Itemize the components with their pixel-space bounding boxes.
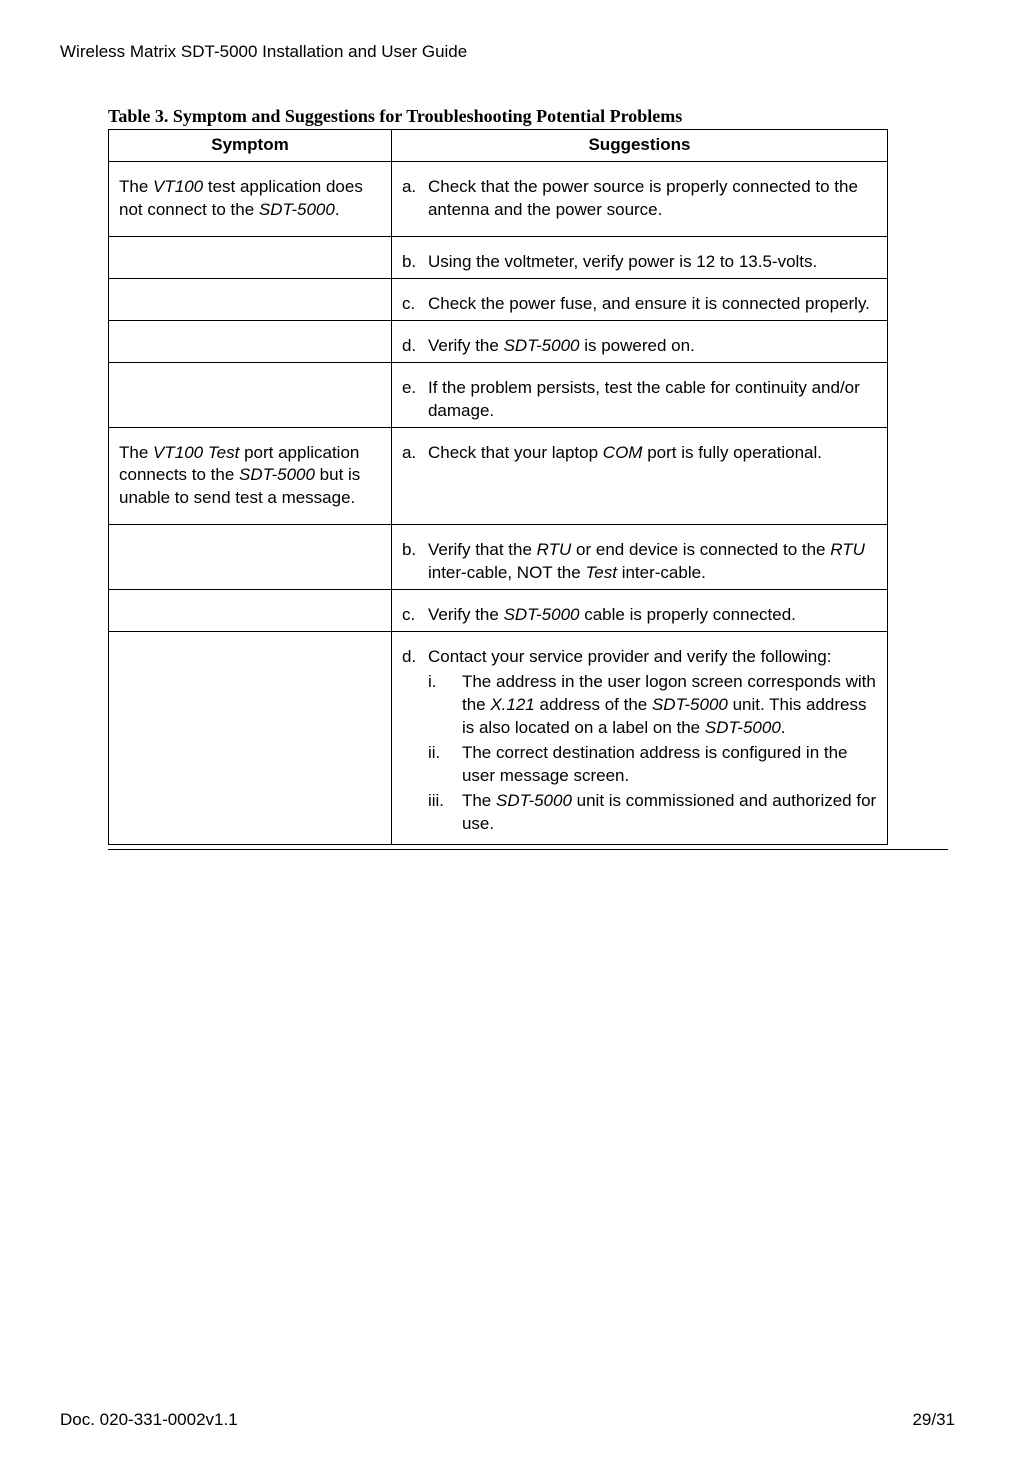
col-header-symptom: Symptom: [109, 130, 392, 162]
troubleshooting-table: Symptom Suggestions The VT100 test appli…: [108, 129, 888, 845]
suggestion-cell: d.Contact your service provider and veri…: [391, 632, 887, 845]
symptom-cell: [109, 632, 392, 845]
symptom-cell: [109, 320, 392, 362]
document-header: Wireless Matrix SDT-5000 Installation an…: [60, 42, 955, 62]
suggestion-cell: c.Verify the SDT-5000 cable is properly …: [391, 590, 887, 632]
table-row: d.Contact your service provider and veri…: [109, 632, 888, 845]
table-row: e.If the problem persists, test the cabl…: [109, 362, 888, 427]
table-row: c.Check the power fuse, and ensure it is…: [109, 278, 888, 320]
suggestion-cell: e.If the problem persists, test the cabl…: [391, 362, 887, 427]
symptom-cell: [109, 278, 392, 320]
table-row: b.Verify that the RTU or end device is c…: [109, 525, 888, 590]
col-header-suggestions: Suggestions: [391, 130, 887, 162]
suggestion-cell: b.Using the voltmeter, verify power is 1…: [391, 236, 887, 278]
section-divider: [108, 849, 948, 850]
symptom-cell: The VT100 Test port application connects…: [109, 427, 392, 525]
table-row: d.Verify the SDT-5000 is powered on.: [109, 320, 888, 362]
symptom-cell: [109, 590, 392, 632]
table-row: c.Verify the SDT-5000 cable is properly …: [109, 590, 888, 632]
symptom-cell: [109, 236, 392, 278]
suggestion-cell: b.Verify that the RTU or end device is c…: [391, 525, 887, 590]
suggestion-cell: a.Check that your laptop COM port is ful…: [391, 427, 887, 525]
footer-doc-id: Doc. 020-331-0002v1.1: [60, 1410, 238, 1430]
symptom-cell: [109, 525, 392, 590]
suggestion-cell: d.Verify the SDT-5000 is powered on.: [391, 320, 887, 362]
suggestion-cell: a.Check that the power source is properl…: [391, 161, 887, 236]
suggestion-cell: c.Check the power fuse, and ensure it is…: [391, 278, 887, 320]
symptom-cell: The VT100 test application does not conn…: [109, 161, 392, 236]
table-caption: Table 3. Symptom and Suggestions for Tro…: [108, 106, 955, 127]
table-row: The VT100 Test port application connects…: [109, 427, 888, 525]
table-row: b.Using the voltmeter, verify power is 1…: [109, 236, 888, 278]
symptom-cell: [109, 362, 392, 427]
footer-page-number: 29/31: [912, 1410, 955, 1430]
table-row: The VT100 test application does not conn…: [109, 161, 888, 236]
